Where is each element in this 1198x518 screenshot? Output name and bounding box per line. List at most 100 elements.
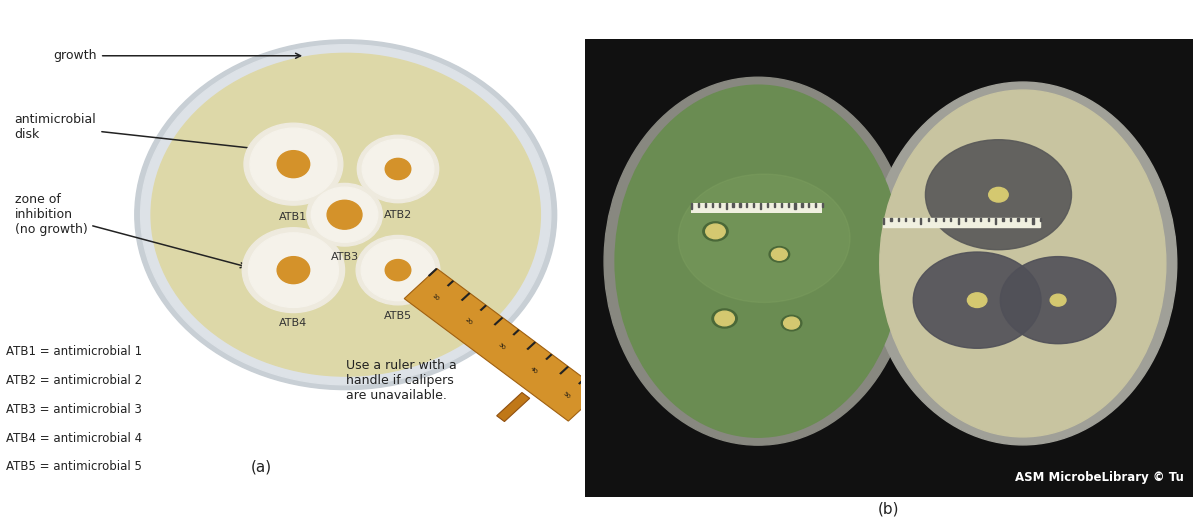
Bar <box>883 218 884 224</box>
Bar <box>447 280 454 286</box>
Bar <box>754 203 755 207</box>
Ellipse shape <box>250 128 337 200</box>
Bar <box>890 218 891 221</box>
Ellipse shape <box>356 236 440 305</box>
Ellipse shape <box>361 240 435 300</box>
Bar <box>698 203 700 207</box>
Ellipse shape <box>140 45 551 385</box>
Text: 20: 20 <box>464 318 473 326</box>
Bar <box>927 218 928 221</box>
Bar <box>822 203 823 207</box>
Bar <box>704 203 706 207</box>
Circle shape <box>988 188 1009 202</box>
Text: 30: 30 <box>496 342 506 351</box>
Circle shape <box>769 247 789 262</box>
Ellipse shape <box>248 233 338 308</box>
Text: ATB4 = antimicrobial 4: ATB4 = antimicrobial 4 <box>6 431 141 444</box>
Circle shape <box>772 248 787 260</box>
Bar <box>809 203 810 207</box>
Ellipse shape <box>615 85 901 437</box>
Bar <box>494 317 503 326</box>
Text: ATB2: ATB2 <box>383 210 412 220</box>
Bar <box>592 391 601 399</box>
Bar <box>781 203 782 207</box>
Bar <box>815 203 816 207</box>
Ellipse shape <box>151 53 540 376</box>
Ellipse shape <box>307 183 382 246</box>
Bar <box>577 378 586 385</box>
Bar <box>980 218 981 221</box>
Bar <box>1003 218 1004 221</box>
Bar <box>760 203 761 209</box>
Bar <box>1010 218 1011 221</box>
Bar <box>973 218 974 221</box>
Ellipse shape <box>277 256 310 284</box>
Text: 50: 50 <box>562 391 571 400</box>
Bar <box>739 203 740 207</box>
Ellipse shape <box>879 90 1166 437</box>
Text: antimicrobial
disk: antimicrobial disk <box>14 112 283 153</box>
Circle shape <box>968 293 987 308</box>
Bar <box>943 218 944 221</box>
Bar <box>774 203 775 207</box>
Text: ATB3 = antimicrobial 3: ATB3 = antimicrobial 3 <box>6 402 141 415</box>
Bar <box>479 305 486 311</box>
Ellipse shape <box>242 228 345 312</box>
Bar <box>987 218 988 221</box>
Bar <box>691 203 692 209</box>
Bar <box>712 203 713 207</box>
Circle shape <box>781 315 801 331</box>
Bar <box>1025 218 1027 221</box>
Ellipse shape <box>604 77 912 445</box>
Text: ATB3: ATB3 <box>331 252 358 262</box>
Circle shape <box>703 222 728 241</box>
Text: ATB4: ATB4 <box>279 318 308 328</box>
Ellipse shape <box>869 82 1176 445</box>
Bar <box>545 354 552 360</box>
Circle shape <box>715 311 734 326</box>
Bar <box>913 218 914 221</box>
Bar <box>428 268 437 277</box>
Bar <box>461 292 471 301</box>
Bar <box>936 218 937 221</box>
Ellipse shape <box>678 174 849 303</box>
Text: (b): (b) <box>878 502 900 517</box>
Bar <box>966 218 967 221</box>
Ellipse shape <box>277 151 310 178</box>
Circle shape <box>913 252 1041 348</box>
Text: ATB5 = antimicrobial 5: ATB5 = antimicrobial 5 <box>6 461 141 473</box>
Text: ATB1: ATB1 <box>279 212 308 222</box>
Text: 40: 40 <box>530 366 538 376</box>
Bar <box>787 203 788 207</box>
Circle shape <box>706 224 725 239</box>
Circle shape <box>925 140 1071 250</box>
Ellipse shape <box>244 123 343 205</box>
Text: ATB1 = antimicrobial 1: ATB1 = antimicrobial 1 <box>6 345 141 358</box>
Text: ASM MicrobeLibrary © Tu: ASM MicrobeLibrary © Tu <box>1015 471 1184 484</box>
Text: ATB2 = antimicrobial 2: ATB2 = antimicrobial 2 <box>6 373 141 387</box>
Bar <box>957 218 958 224</box>
Text: (a): (a) <box>250 460 272 475</box>
Bar <box>513 329 520 336</box>
Bar <box>1033 218 1034 224</box>
Ellipse shape <box>386 159 411 180</box>
Bar <box>767 203 768 207</box>
Bar <box>746 203 748 207</box>
Bar <box>726 203 727 209</box>
Bar <box>1040 218 1041 221</box>
Bar <box>404 268 601 421</box>
Text: zone of
inhibition
(no growth): zone of inhibition (no growth) <box>14 193 246 268</box>
Ellipse shape <box>327 200 362 229</box>
Bar <box>801 203 803 207</box>
Ellipse shape <box>311 187 377 242</box>
Circle shape <box>1051 294 1066 306</box>
Bar <box>950 218 951 221</box>
Ellipse shape <box>362 139 434 198</box>
Ellipse shape <box>135 40 557 390</box>
Bar <box>996 218 997 224</box>
Bar <box>691 203 822 213</box>
Bar <box>906 218 907 221</box>
Circle shape <box>783 317 799 329</box>
Bar <box>732 203 733 207</box>
Bar <box>897 218 898 221</box>
